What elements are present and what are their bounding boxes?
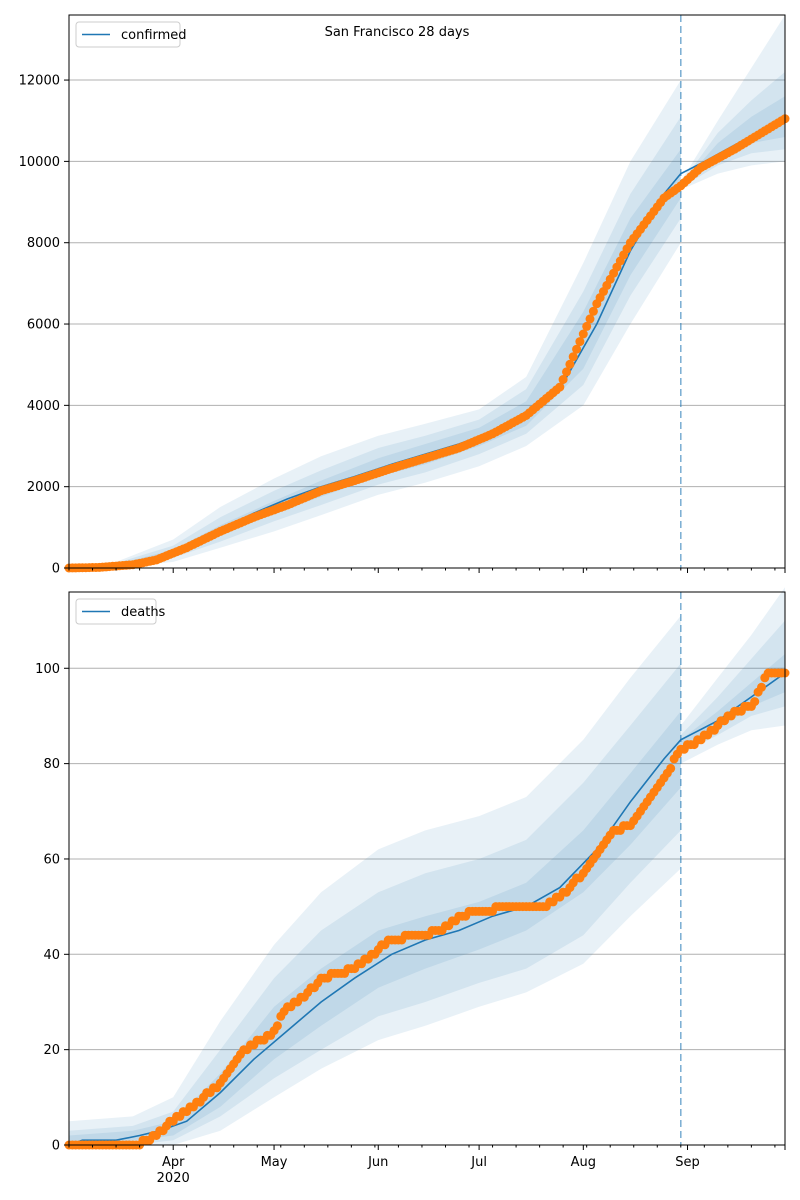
deaths-observed-points [64, 668, 790, 1150]
observed-point [572, 344, 582, 354]
y-tick-label: 0 [52, 1139, 60, 1154]
observed-point [562, 367, 571, 377]
y-tick-label: 100 [35, 662, 60, 677]
deaths-y-ticks: 0 20 40 60 80 100 [35, 662, 69, 1154]
y-tick-label: 20 [43, 1043, 60, 1058]
observed-point [757, 682, 766, 692]
deaths-grid [69, 667, 785, 1051]
uncertainty-band [680, 620, 785, 755]
observed-point [750, 697, 760, 707]
observed-point [555, 382, 565, 392]
x-tick-label: May [261, 1155, 288, 1170]
confirmed-grid [69, 79, 785, 488]
confirmed-panel: 0 2000 4000 6000 8000 10000 12000 confirmed [19, 14, 790, 577]
y-tick-label: 8000 [27, 236, 60, 251]
confirmed-x-ticks [68, 568, 786, 573]
observed-point [575, 337, 585, 347]
observed-point [666, 763, 676, 773]
y-tick-label: 80 [43, 757, 60, 772]
deaths-uncertainty-bands [69, 587, 785, 1145]
observed-point [568, 352, 578, 362]
legend-label: deaths [121, 605, 166, 620]
uncertainty-band [69, 615, 681, 1145]
y-tick-label: 60 [43, 852, 60, 867]
x-tick-sublabel: 2020 [157, 1171, 190, 1186]
uncertainty-band [680, 587, 785, 764]
uncertainty-band [680, 71, 785, 188]
observed-point [565, 359, 575, 369]
uncertainty-band [69, 663, 681, 1145]
deaths-legend: deaths [75, 598, 166, 625]
y-tick-label: 6000 [27, 318, 60, 333]
observed-point [588, 306, 598, 316]
confirmed-axes-frame [68, 14, 786, 569]
observed-point [582, 321, 592, 331]
legend-label: confirmed [121, 28, 187, 43]
x-tick-label: Sep [675, 1155, 700, 1170]
y-tick-label: 12000 [19, 74, 60, 89]
uncertainty-band [69, 149, 681, 568]
x-tick-label: Jun [367, 1155, 388, 1170]
x-tick-label: Jul [470, 1155, 487, 1170]
legend-box [75, 598, 157, 625]
observed-point [272, 1021, 282, 1031]
figure-title: San Francisco 28 days [325, 25, 470, 40]
confirmed-uncertainty-bands [69, 15, 785, 568]
observed-point [558, 375, 568, 384]
x-tick-label: Apr [162, 1155, 185, 1170]
y-tick-label: 10000 [19, 155, 60, 170]
y-tick-label: 40 [43, 948, 60, 963]
legend-box [75, 21, 181, 48]
observed-point [578, 329, 588, 339]
confirmed-legend: confirmed [75, 21, 187, 48]
y-tick-label: 2000 [27, 480, 60, 495]
deaths-axes-frame [68, 591, 786, 1146]
confirmed-y-ticks: 0 2000 4000 6000 8000 10000 12000 [19, 74, 69, 577]
y-tick-label: 4000 [27, 399, 60, 414]
x-tick-label: Aug [571, 1155, 596, 1170]
y-tick-label: 0 [52, 562, 60, 577]
observed-point [585, 314, 595, 324]
uncertainty-band [680, 15, 785, 190]
